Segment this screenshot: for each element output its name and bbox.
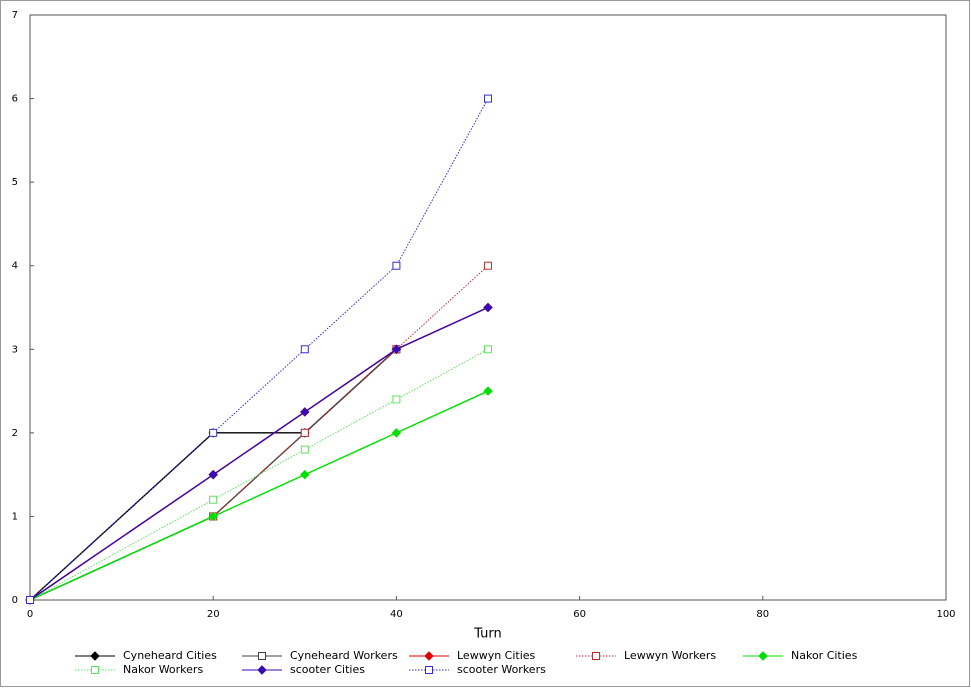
legend-marker xyxy=(592,652,600,660)
marker xyxy=(484,94,492,103)
x-tick-label: 100 xyxy=(936,609,955,620)
marker xyxy=(483,386,493,396)
legend-label: scooter Cities xyxy=(290,663,365,676)
y-tick-label: 7 xyxy=(12,10,18,21)
legend-label: Lewwyn Cities xyxy=(457,649,536,662)
marker xyxy=(209,495,218,504)
legend-marker xyxy=(758,651,768,661)
y-tick-label: 2 xyxy=(12,428,18,439)
y-tick-label: 1 xyxy=(12,511,18,522)
y-tick-label: 4 xyxy=(12,261,18,272)
marker xyxy=(392,395,401,404)
legend-marker xyxy=(257,665,267,675)
y-tick-label: 3 xyxy=(12,344,18,355)
marker xyxy=(300,407,310,417)
marker xyxy=(208,511,218,522)
marker xyxy=(484,261,492,270)
marker xyxy=(391,428,402,438)
legend-marker xyxy=(258,652,266,660)
x-tick-label: 80 xyxy=(756,609,769,620)
legend-label: Lewwyn Workers xyxy=(624,649,716,662)
plot-area xyxy=(29,14,947,601)
y-tick-label: 0 xyxy=(12,595,18,606)
legend-label: scooter Workers xyxy=(457,663,546,676)
marker xyxy=(391,344,402,354)
legend-label: Cyneheard Cities xyxy=(123,649,217,662)
x-tick-label: 40 xyxy=(390,609,403,620)
marker xyxy=(26,596,34,604)
y-tick-label: 6 xyxy=(12,94,18,105)
legend-marker xyxy=(425,666,433,674)
legend-label: Cyneheard Workers xyxy=(290,649,398,662)
marker xyxy=(300,428,309,437)
marker xyxy=(208,469,218,480)
marker xyxy=(483,302,493,313)
x-tick-label: 60 xyxy=(573,609,586,620)
x-tick-label: 20 xyxy=(207,609,220,620)
x-axis-title: Turn xyxy=(473,627,502,642)
marker xyxy=(300,469,310,480)
marker xyxy=(300,345,309,354)
marker xyxy=(209,428,218,437)
legend-label: Nakor Cities xyxy=(791,649,858,662)
legend-marker xyxy=(90,651,100,661)
marker xyxy=(392,261,401,270)
series-line xyxy=(29,98,489,601)
marker xyxy=(300,445,309,454)
legend-marker xyxy=(91,666,99,674)
y-tick-label: 5 xyxy=(12,177,18,188)
x-tick-label: 0 xyxy=(27,609,33,620)
marker xyxy=(484,345,492,354)
legend-label: Nakor Workers xyxy=(123,663,203,676)
legend-marker xyxy=(424,651,434,661)
